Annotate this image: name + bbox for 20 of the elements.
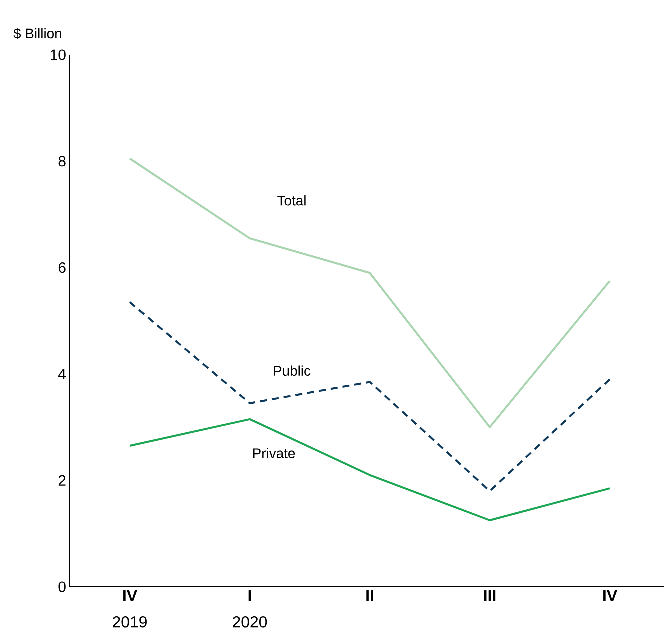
x-tick-label: IV: [604, 590, 618, 602]
y-axis-title: $ Billion: [14, 28, 62, 40]
y-tick-label: 4: [58, 369, 66, 380]
line-series: [129, 418, 612, 522]
y-tick-label: 10: [51, 50, 66, 60]
y-tick-label: 6: [58, 262, 66, 274]
x-tick-label: IV: [124, 590, 138, 602]
y-tick-label: 2: [58, 475, 66, 486]
text: 2019: [113, 616, 147, 628]
y-tick-label: 0: [58, 582, 66, 592]
line-series: [129, 158, 612, 428]
y-tick-label: 8: [58, 156, 66, 167]
series-label: Private: [253, 448, 296, 458]
series-label: Public: [274, 366, 311, 376]
line-series: [129, 301, 612, 492]
text: 2020: [233, 616, 268, 628]
text: Total: [278, 196, 306, 206]
x-tick-label: I: [248, 590, 252, 602]
x-tick-label: II: [366, 590, 374, 602]
x-tick-label: III: [484, 590, 496, 602]
